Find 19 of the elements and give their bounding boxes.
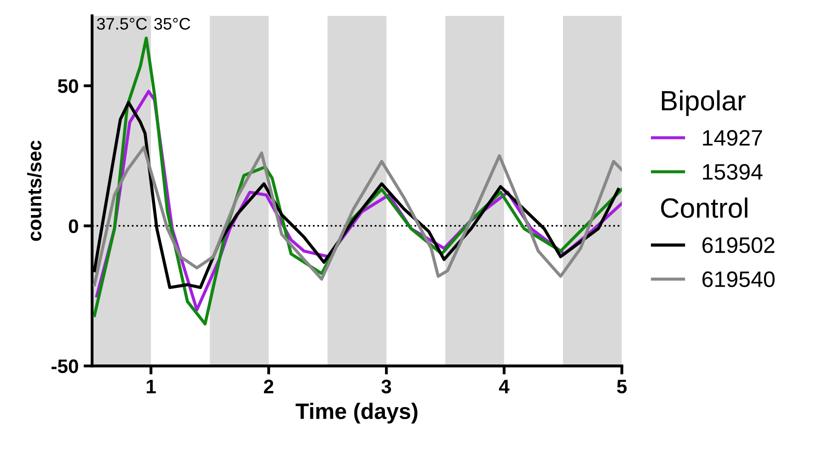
- y-tick-label: 50: [58, 79, 78, 93]
- y-tick-label: 0: [68, 219, 78, 234]
- line-series: [92, 146, 622, 286]
- x-tick-label: 3: [381, 380, 392, 394]
- x-axis-title: Time (days): [296, 402, 418, 424]
- annotation: 35°C: [154, 18, 190, 30]
- text: Control: [661, 197, 748, 218]
- legend-label: 14927: [703, 130, 762, 146]
- legend-label: 619540: [702, 271, 775, 288]
- y-axis-title: counts/sec: [27, 140, 42, 241]
- legend-label: 619502: [702, 237, 774, 254]
- x-tick-label: 5: [617, 380, 627, 394]
- y-tick-label: -50: [52, 359, 78, 374]
- annotation: 37.5°C: [96, 18, 147, 30]
- text: Bipolar: [662, 90, 746, 116]
- legend-label: 15394: [703, 164, 762, 180]
- x-tick-label: 2: [264, 380, 274, 394]
- x-tick-label: 1: [146, 380, 156, 394]
- x-tick-label: 4: [499, 380, 510, 394]
